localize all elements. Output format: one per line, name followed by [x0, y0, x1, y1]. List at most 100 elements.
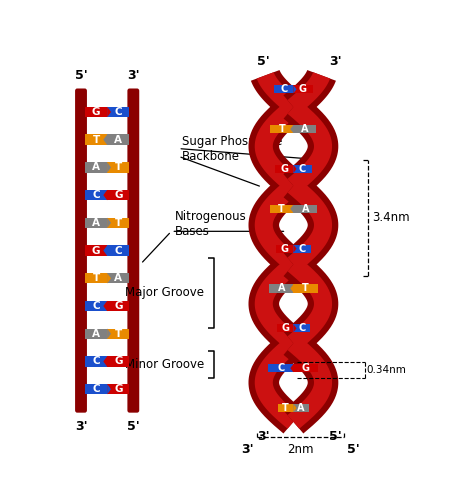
- Bar: [85, 134, 107, 145]
- Bar: [269, 284, 293, 292]
- Bar: [270, 205, 293, 213]
- Polygon shape: [293, 165, 297, 173]
- Bar: [85, 107, 107, 117]
- Text: 3': 3': [127, 70, 140, 82]
- Bar: [293, 205, 317, 213]
- Bar: [293, 85, 313, 94]
- Text: G: G: [114, 301, 122, 311]
- Bar: [274, 85, 293, 94]
- Text: A: A: [92, 218, 100, 228]
- Text: A: A: [302, 204, 309, 214]
- Bar: [107, 190, 130, 200]
- Bar: [293, 125, 316, 133]
- Polygon shape: [293, 85, 297, 94]
- Text: T: T: [115, 328, 122, 338]
- Polygon shape: [290, 364, 293, 372]
- Bar: [107, 246, 130, 256]
- Text: T: T: [302, 284, 309, 294]
- Text: A: A: [92, 162, 100, 172]
- Text: A: A: [297, 403, 305, 413]
- Text: 3': 3': [75, 420, 87, 433]
- Bar: [293, 404, 309, 412]
- Bar: [107, 107, 130, 117]
- Text: C: C: [114, 246, 122, 256]
- FancyBboxPatch shape: [75, 88, 87, 412]
- Polygon shape: [107, 328, 111, 339]
- Text: Nitrogenous
Bases: Nitrogenous Bases: [175, 210, 247, 238]
- Bar: [85, 301, 107, 311]
- Bar: [107, 301, 130, 311]
- Bar: [269, 364, 293, 372]
- Bar: [293, 324, 310, 332]
- Text: 5': 5': [329, 430, 342, 444]
- Text: C: C: [298, 244, 306, 254]
- Bar: [293, 165, 312, 173]
- Text: 0.34nm: 0.34nm: [367, 365, 406, 375]
- Bar: [107, 162, 130, 172]
- Bar: [85, 246, 107, 256]
- Bar: [278, 404, 293, 412]
- Text: A: A: [92, 328, 100, 338]
- FancyBboxPatch shape: [127, 88, 139, 412]
- Text: A: A: [301, 124, 309, 134]
- Polygon shape: [293, 244, 297, 252]
- Polygon shape: [290, 205, 293, 213]
- Text: G: G: [302, 363, 310, 373]
- Text: G: G: [281, 244, 289, 254]
- Bar: [85, 328, 107, 339]
- Text: C: C: [92, 356, 100, 366]
- Bar: [293, 244, 311, 252]
- Text: Minor Groove: Minor Groove: [125, 358, 204, 370]
- Polygon shape: [290, 125, 293, 133]
- Polygon shape: [107, 273, 111, 283]
- Text: 5': 5': [75, 70, 87, 82]
- Bar: [293, 364, 318, 372]
- Bar: [107, 328, 130, 339]
- Bar: [275, 165, 293, 173]
- Bar: [276, 244, 293, 252]
- Text: T: T: [279, 124, 285, 134]
- Text: T: T: [115, 162, 122, 172]
- Bar: [85, 218, 107, 228]
- Text: G: G: [114, 190, 122, 200]
- Text: G: G: [299, 84, 307, 94]
- Polygon shape: [104, 301, 107, 311]
- Polygon shape: [107, 162, 111, 172]
- Polygon shape: [104, 356, 107, 366]
- Polygon shape: [293, 404, 297, 412]
- Text: Sugar Phosphate
Backbone: Sugar Phosphate Backbone: [182, 134, 282, 162]
- Text: C: C: [298, 324, 305, 334]
- Bar: [107, 218, 130, 228]
- Text: A: A: [114, 274, 122, 283]
- Text: T: T: [115, 218, 122, 228]
- Polygon shape: [107, 107, 111, 117]
- Text: G: G: [92, 246, 100, 256]
- Text: C: C: [92, 301, 100, 311]
- Polygon shape: [104, 246, 107, 256]
- Text: 3.4nm: 3.4nm: [372, 212, 410, 224]
- Bar: [277, 324, 293, 332]
- Text: C: C: [299, 164, 306, 174]
- Polygon shape: [107, 218, 111, 228]
- Text: C: C: [92, 190, 100, 200]
- Text: 5': 5': [257, 56, 270, 68]
- Text: G: G: [114, 356, 122, 366]
- Text: A: A: [278, 284, 285, 294]
- Bar: [270, 125, 293, 133]
- Text: 5': 5': [127, 420, 140, 433]
- Bar: [107, 384, 130, 394]
- Text: A: A: [114, 134, 122, 144]
- Text: C: C: [92, 384, 100, 394]
- Bar: [107, 134, 130, 145]
- Text: G: G: [114, 384, 122, 394]
- Text: T: T: [92, 274, 99, 283]
- Bar: [293, 284, 318, 292]
- Polygon shape: [104, 190, 107, 200]
- Polygon shape: [290, 284, 293, 292]
- Text: 2nm: 2nm: [287, 443, 314, 456]
- Bar: [85, 356, 107, 366]
- Polygon shape: [293, 324, 297, 332]
- Text: 5': 5': [347, 443, 360, 456]
- Text: 3': 3': [241, 443, 254, 456]
- Text: G: G: [281, 324, 289, 334]
